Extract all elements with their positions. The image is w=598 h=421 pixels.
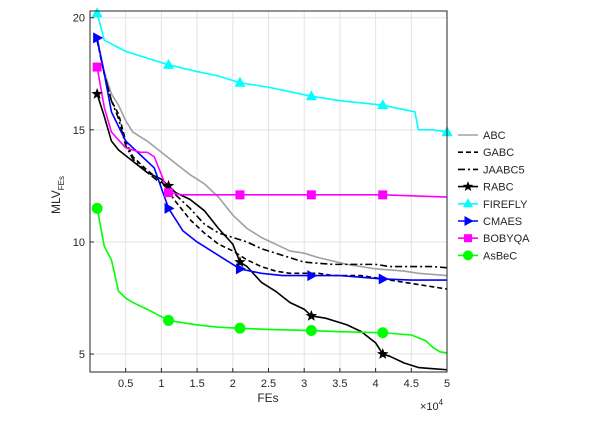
x-tick-label: 3	[301, 378, 307, 390]
data-point-bobyqa	[306, 190, 316, 200]
legend-marker-asbec	[463, 250, 473, 261]
axis-ticks: 0.5 1 1.5 2 2.5 3 3.5 4 4.5 5 5 10 15 20	[73, 13, 450, 390]
legend-item-cmaes: CMAES	[458, 216, 522, 228]
data-point-firefly	[163, 58, 175, 69]
legend-label-asbec: AsBeC	[483, 250, 517, 262]
data-point-rabc	[234, 256, 246, 267]
x-axis-exponent: ×104	[420, 398, 444, 413]
data-point-bobyqa	[378, 190, 388, 200]
data-point-rabc	[377, 348, 389, 359]
y-tick-label: 20	[73, 13, 85, 25]
data-point-firefly	[305, 90, 317, 101]
data-point-cmaes	[93, 32, 104, 44]
data-point-cmaes	[378, 273, 389, 285]
series-line-bobyqa	[96, 66, 448, 198]
legend: ABC GABC JAABC5 RABC FIREFLY CMAES BOBYQA AsBeC	[458, 130, 530, 262]
data-point-cmaes	[307, 270, 318, 282]
x-tick-label: 3.5	[332, 378, 347, 390]
legend-label-rabc: RABC	[483, 182, 514, 194]
data-point-cmaes	[235, 263, 246, 275]
x-tick-label: 2.5	[261, 378, 276, 390]
legend-item-rabc: RABC	[458, 181, 514, 194]
series-lines	[96, 13, 448, 371]
series-line-cmaes	[96, 37, 447, 281]
data-point-asbec	[91, 202, 103, 214]
legend-item-firefly: FIREFLY	[458, 198, 528, 211]
legend-label-bobyqa: BOBYQA	[483, 233, 530, 245]
y-tick-label: 15	[73, 125, 85, 137]
x-tick-label: 2	[230, 378, 236, 390]
data-point-rabc	[305, 309, 318, 321]
x-tick-label: 1	[158, 378, 164, 390]
series-markers	[91, 7, 453, 359]
legend-label-cmaes: CMAES	[483, 216, 522, 228]
x-tick-label: 1.5	[189, 378, 204, 390]
legend-item-jaabc5: JAABC5	[458, 164, 525, 176]
data-point-firefly	[234, 76, 246, 87]
data-point-bobyqa	[164, 188, 174, 198]
y-tick-label: 10	[73, 237, 85, 249]
data-point-bobyqa	[92, 62, 102, 72]
legend-label-jaabc5: JAABC5	[483, 164, 525, 176]
legend-item-bobyqa: BOBYQA	[458, 233, 530, 245]
x-tick-label: 0.5	[118, 378, 133, 390]
series-line-firefly	[96, 13, 448, 133]
data-point-firefly	[377, 99, 389, 110]
series-line-jaabc5	[96, 39, 448, 269]
data-point-rabc	[91, 87, 103, 99]
legend-label-firefly: FIREFLY	[483, 199, 528, 211]
series-line-abc	[96, 39, 448, 277]
data-point-rabc	[162, 179, 175, 191]
legend-item-abc: ABC	[458, 130, 506, 142]
data-point-asbec	[234, 322, 246, 334]
legend-marker-bobyqa	[464, 234, 472, 243]
data-point-firefly	[91, 7, 103, 18]
x-tick-label: 5	[444, 378, 450, 390]
legend-marker-cmaes	[464, 216, 474, 226]
data-point-asbec	[377, 327, 389, 339]
x-tick-label: 4	[373, 378, 379, 390]
legend-marker-firefly	[463, 198, 473, 208]
data-point-bobyqa	[235, 190, 245, 200]
legend-item-asbec: AsBeC	[458, 250, 517, 262]
y-tick-label: 5	[79, 349, 85, 361]
y-axis-label: MLVFEs	[49, 176, 66, 214]
data-point-cmaes	[164, 202, 175, 214]
x-axis-label: FEs	[257, 391, 278, 405]
series-line-asbec	[96, 208, 448, 354]
legend-label-gabc: GABC	[483, 147, 514, 159]
data-point-asbec	[163, 314, 175, 326]
legend-item-gabc: GABC	[458, 147, 514, 159]
legend-label-abc: ABC	[483, 130, 506, 142]
x-tick-label: 4.5	[404, 378, 419, 390]
legend-marker-rabc	[462, 181, 474, 192]
data-point-asbec	[305, 325, 317, 337]
